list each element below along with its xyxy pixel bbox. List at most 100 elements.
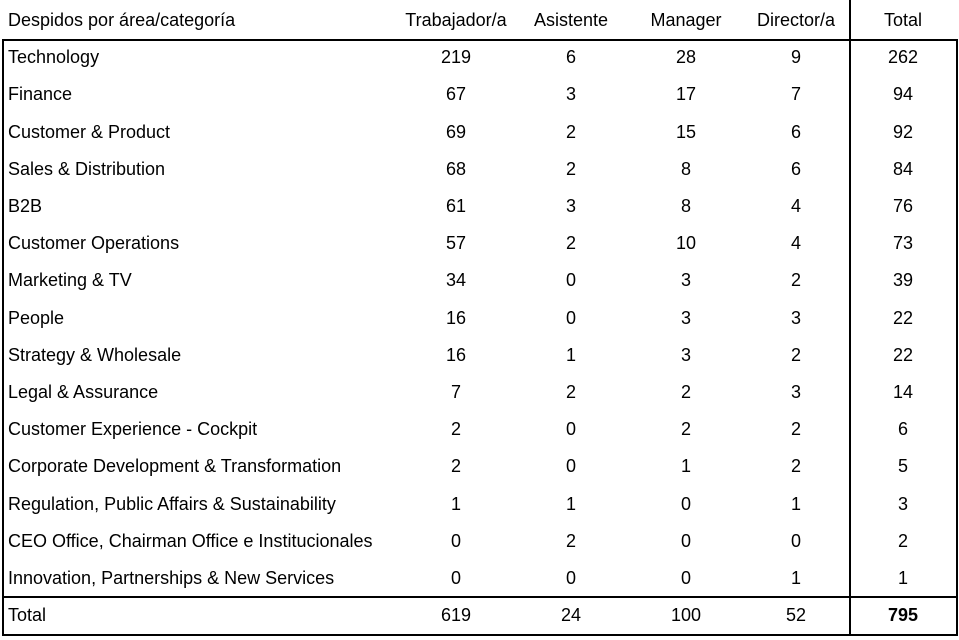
row-area: Customer Operations xyxy=(8,233,180,254)
row-value: 0 xyxy=(565,270,576,291)
row-area: Finance xyxy=(8,84,73,105)
row-total: 1 xyxy=(897,568,908,588)
row-area: Marketing & TV xyxy=(8,270,132,291)
row-value: 17 xyxy=(675,84,697,105)
row-value: 2 xyxy=(450,419,461,440)
header-director-a: Director/a xyxy=(756,10,836,30)
row-area: Regulation, Public Affairs & Sustainabil… xyxy=(8,493,336,514)
row-value: 16 xyxy=(445,307,467,328)
row-value: 3 xyxy=(790,382,801,402)
row-value: 0 xyxy=(565,419,576,440)
footer-value: 100 xyxy=(670,605,702,626)
row-total: 22 xyxy=(892,344,914,365)
row-value: 0 xyxy=(680,530,691,551)
row-value: 7 xyxy=(790,84,801,105)
row-value: 7 xyxy=(450,382,461,402)
row-area: CEO Office, Chairman Office e Institucio… xyxy=(8,530,373,551)
row-value: 34 xyxy=(445,270,467,291)
row-total: 6 xyxy=(897,419,908,440)
row-value: 2 xyxy=(565,158,576,179)
row-value: 0 xyxy=(790,530,801,551)
row-value: 3 xyxy=(680,270,691,291)
row-value: 9 xyxy=(790,47,801,68)
row-value: 0 xyxy=(450,530,461,551)
row-total: 262 xyxy=(887,47,919,68)
row-value: 2 xyxy=(565,530,576,551)
row-value: 219 xyxy=(440,47,472,68)
row-total: 94 xyxy=(892,84,914,105)
row-value: 4 xyxy=(790,196,801,216)
header-category: Despidos por área/categoría xyxy=(8,10,236,30)
row-area: Customer Experience - Cockpit xyxy=(8,419,258,440)
row-area: Innovation, Partnerships & New Services xyxy=(8,568,335,588)
row-value: 2 xyxy=(565,233,576,254)
header-manager: Manager xyxy=(650,10,722,30)
total-column-divider xyxy=(849,0,851,636)
row-value: 16 xyxy=(445,344,467,365)
row-value: 6 xyxy=(565,47,576,68)
row-total: 73 xyxy=(892,233,914,254)
row-value: 0 xyxy=(450,568,461,588)
row-value: 0 xyxy=(680,493,691,514)
row-value: 8 xyxy=(680,196,691,216)
row-value: 0 xyxy=(565,568,576,588)
left-border xyxy=(2,39,4,636)
row-value: 3 xyxy=(565,196,576,216)
footer-value: 619 xyxy=(440,605,472,626)
row-area: Customer & Product xyxy=(8,121,171,142)
row-total: 3 xyxy=(897,493,908,514)
row-value: 0 xyxy=(565,456,576,477)
row-total: 5 xyxy=(897,456,908,477)
row-value: 1 xyxy=(790,493,801,514)
row-value: 1 xyxy=(790,568,801,588)
row-value: 2 xyxy=(790,456,801,477)
row-area: Corporate Development & Transformation xyxy=(8,456,342,477)
row-area: Sales & Distribution xyxy=(8,158,166,179)
header-asistente: Asistente xyxy=(533,10,609,30)
row-area: People xyxy=(8,307,65,328)
row-value: 2 xyxy=(790,344,801,365)
row-total: 92 xyxy=(892,121,914,142)
row-value: 57 xyxy=(445,233,467,254)
row-value: 2 xyxy=(565,121,576,142)
footer-divider xyxy=(2,596,956,598)
top-border xyxy=(2,39,956,41)
row-total: 39 xyxy=(892,270,914,291)
row-value: 28 xyxy=(675,47,697,68)
row-area: Legal & Assurance xyxy=(8,382,159,402)
row-total: 14 xyxy=(892,382,914,402)
footer-label: Total xyxy=(8,605,47,626)
row-value: 2 xyxy=(680,419,691,440)
row-value: 1 xyxy=(565,344,576,365)
row-area: Strategy & Wholesale xyxy=(8,344,182,365)
row-value: 0 xyxy=(565,307,576,328)
row-value: 4 xyxy=(790,233,801,254)
row-value: 0 xyxy=(680,568,691,588)
row-value: 3 xyxy=(790,307,801,328)
row-value: 2 xyxy=(790,419,801,440)
header-trabajador-a: Trabajador/a xyxy=(405,10,507,30)
row-total: 84 xyxy=(892,158,914,179)
row-value: 1 xyxy=(680,456,691,477)
row-value: 2 xyxy=(450,456,461,477)
row-value: 2 xyxy=(790,270,801,291)
right-border xyxy=(956,39,958,636)
row-value: 3 xyxy=(680,307,691,328)
row-value: 2 xyxy=(565,382,576,402)
row-value: 69 xyxy=(445,121,467,142)
footer-value: 52 xyxy=(785,605,807,626)
row-total: 22 xyxy=(892,307,914,328)
header-total: Total xyxy=(883,10,923,30)
footer-value: 24 xyxy=(560,605,582,626)
row-value: 1 xyxy=(450,493,461,514)
row-value: 10 xyxy=(675,233,697,254)
row-value: 3 xyxy=(565,84,576,105)
row-value: 3 xyxy=(680,344,691,365)
row-value: 68 xyxy=(445,158,467,179)
row-value: 6 xyxy=(790,158,801,179)
row-area: B2B xyxy=(8,196,43,216)
row-total: 76 xyxy=(892,196,914,216)
row-value: 15 xyxy=(675,121,697,142)
row-area: Technology xyxy=(8,47,100,68)
